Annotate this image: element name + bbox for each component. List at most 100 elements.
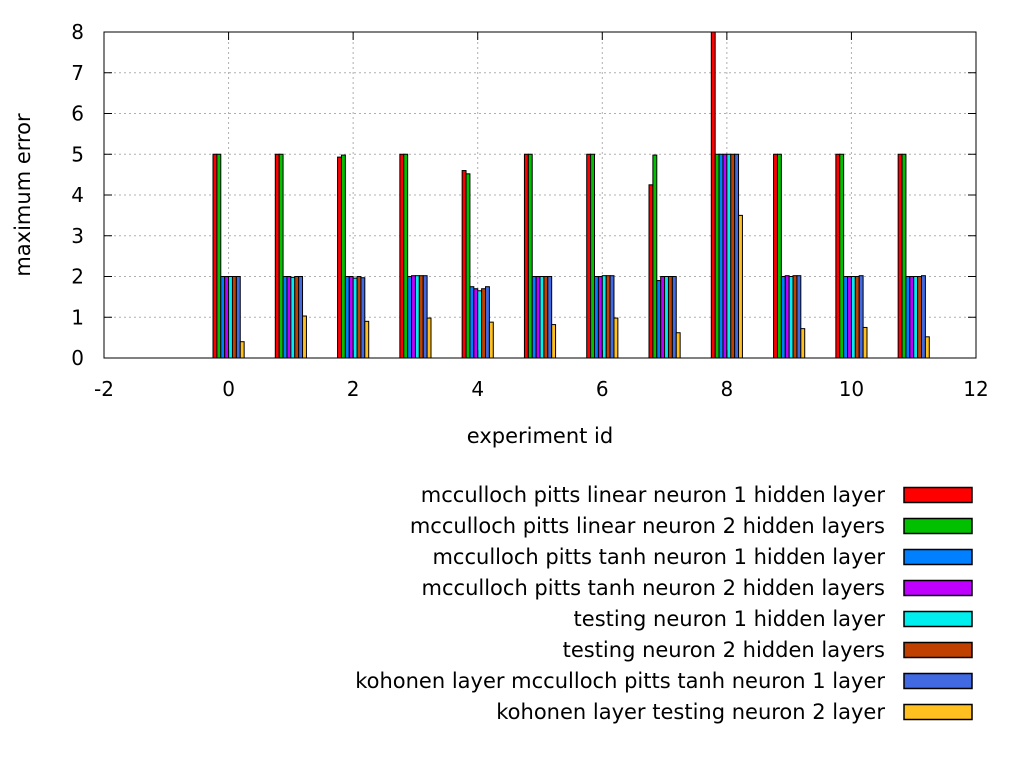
bar — [800, 328, 806, 359]
y-tick-label: 1 — [71, 305, 84, 329]
bar — [839, 153, 845, 359]
bar — [913, 276, 919, 359]
legend-label: mcculloch pitts linear neuron 1 hidden l… — [421, 483, 886, 507]
bar — [539, 276, 545, 359]
bar — [909, 276, 915, 359]
x-tick-label: -2 — [94, 377, 114, 401]
legend-swatch — [903, 641, 973, 659]
x-tick-label: 10 — [839, 377, 864, 401]
bar — [523, 153, 529, 359]
bar — [360, 277, 366, 359]
bar — [660, 276, 666, 359]
bar — [282, 276, 288, 359]
bar — [235, 276, 241, 359]
bar — [337, 156, 342, 359]
legend-swatch — [903, 703, 973, 721]
bar — [461, 170, 467, 359]
bar — [403, 153, 409, 359]
bar — [590, 153, 595, 359]
bar — [905, 276, 911, 359]
bar — [364, 320, 370, 359]
bar — [286, 276, 292, 359]
bar — [835, 153, 841, 359]
bar — [216, 153, 222, 359]
bar — [924, 336, 930, 359]
bar — [847, 276, 852, 359]
x-tick-label: 2 — [347, 377, 360, 401]
legend-swatch — [903, 672, 973, 690]
bar — [776, 153, 782, 359]
bar — [418, 275, 424, 359]
bar — [901, 153, 907, 359]
legend-label: testing neuron 2 hidden layers — [563, 638, 885, 662]
bar — [426, 317, 432, 359]
y-tick-label: 2 — [71, 265, 84, 289]
legend-label: mcculloch pitts tanh neuron 2 hidden lay… — [422, 576, 885, 600]
bar — [527, 153, 533, 359]
bar — [477, 290, 483, 359]
bar — [344, 276, 350, 359]
bar — [788, 276, 794, 359]
legend: mcculloch pitts linear neuron 1 hidden l… — [355, 483, 973, 724]
bar — [231, 276, 237, 359]
bar — [278, 153, 284, 359]
legend-label: mcculloch pitts tanh neuron 1 hidden lay… — [432, 545, 885, 569]
legend-label: kohonen layer mcculloch pitts tanh neuro… — [355, 669, 885, 693]
bar — [228, 276, 233, 359]
bar — [340, 154, 346, 359]
bar — [551, 324, 557, 359]
bar — [298, 276, 304, 359]
bar — [609, 275, 615, 359]
bar — [274, 153, 280, 359]
bar — [531, 276, 537, 359]
bar — [356, 276, 362, 359]
bar — [535, 276, 541, 359]
y-axis-label: maximum error — [11, 113, 35, 277]
y-tick-label: 6 — [71, 102, 84, 126]
bar — [843, 276, 849, 359]
bar — [411, 275, 416, 359]
bar — [730, 153, 736, 359]
bar — [726, 153, 732, 359]
bar — [613, 317, 619, 359]
bar — [792, 275, 798, 359]
bar — [414, 275, 420, 359]
bar — [858, 275, 864, 359]
bar — [862, 326, 868, 359]
bar — [481, 288, 487, 359]
bar — [850, 276, 856, 359]
y-tick-label: 5 — [71, 142, 84, 166]
y-tick-label: 4 — [71, 183, 84, 207]
x-tick-label: 8 — [720, 377, 733, 401]
bar — [543, 276, 549, 359]
bar — [224, 276, 230, 359]
bar — [921, 275, 926, 359]
bar — [290, 276, 296, 359]
y-tick-label: 8 — [71, 20, 84, 44]
legend-label: kohonen layer testing neuron 2 layer — [496, 700, 885, 724]
bar — [897, 153, 903, 359]
bar — [220, 276, 226, 359]
bar — [352, 277, 358, 359]
bar — [784, 275, 790, 359]
legend-swatch — [903, 579, 973, 597]
bar — [605, 275, 611, 359]
bar — [738, 214, 743, 359]
bar — [302, 315, 307, 359]
bar — [710, 31, 716, 359]
bar — [488, 321, 494, 359]
x-tick-label: 6 — [596, 377, 609, 401]
x-axis-label: experiment id — [467, 424, 613, 448]
bar — [586, 153, 592, 359]
legend-swatch — [903, 517, 973, 535]
bar — [656, 280, 662, 359]
bar — [780, 276, 786, 359]
bar — [648, 184, 654, 359]
legend-label: mcculloch pitts linear neuron 2 hidden l… — [410, 514, 885, 538]
bar — [714, 153, 720, 359]
bar — [917, 276, 922, 359]
bar — [718, 153, 724, 359]
bar — [399, 153, 405, 359]
y-tick-label: 0 — [71, 346, 84, 370]
legend-swatch — [903, 610, 973, 628]
